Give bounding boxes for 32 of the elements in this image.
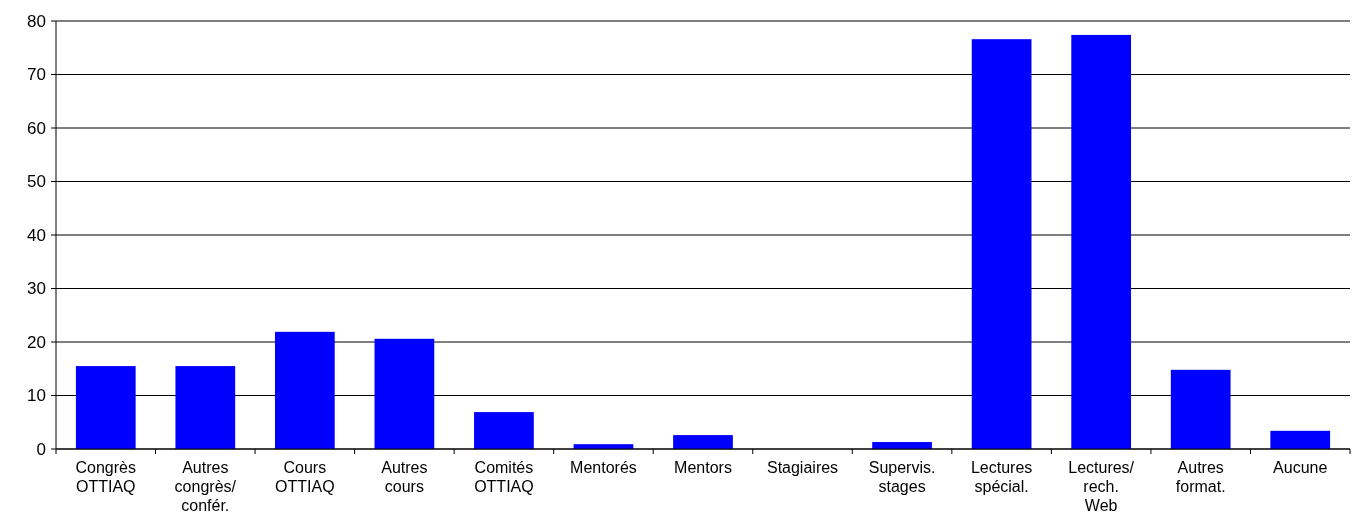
x-tick-label: Mentors xyxy=(674,459,732,476)
y-tick-label: 40 xyxy=(27,225,46,245)
x-tick-label: Stagiaires xyxy=(766,459,839,476)
bar xyxy=(474,412,534,449)
bar xyxy=(75,366,136,449)
bar xyxy=(274,331,335,449)
y-tick-label: 0 xyxy=(36,439,46,459)
y-tick-label: 30 xyxy=(27,279,46,299)
y-tick-label: 20 xyxy=(27,332,46,352)
x-tick-label: Autres format. xyxy=(1175,459,1226,495)
x-tick-label: Cours OTTIAQ xyxy=(275,459,335,495)
x-tick-label: Aucune xyxy=(1273,459,1328,476)
bar xyxy=(1170,369,1231,449)
y-tick-label: 60 xyxy=(27,118,46,138)
bar xyxy=(673,435,733,449)
x-tick-label: Congrès OTTIAQ xyxy=(75,459,137,495)
bar xyxy=(175,366,236,449)
x-tick-label: Comités OTTIAQ xyxy=(474,459,534,495)
x-tick-label: Mentorés xyxy=(570,459,637,476)
x-tick-label: Lectures spécial. xyxy=(970,459,1033,495)
x-tick-label: Supervis. stages xyxy=(868,459,936,495)
x-tick-label: Lectures/ rech. Web xyxy=(1068,459,1135,514)
x-tick-label: Autres cours xyxy=(381,459,428,495)
bar xyxy=(374,338,435,449)
y-tick-label: 70 xyxy=(27,65,46,85)
bar xyxy=(971,39,1032,449)
bar xyxy=(1071,34,1132,449)
y-tick-label: 80 xyxy=(27,11,46,31)
y-tick-label: 50 xyxy=(27,172,46,192)
x-tick-label: Autres congrès/ confér. xyxy=(174,459,237,514)
bar xyxy=(1270,430,1331,449)
y-tick-label: 10 xyxy=(27,386,46,406)
